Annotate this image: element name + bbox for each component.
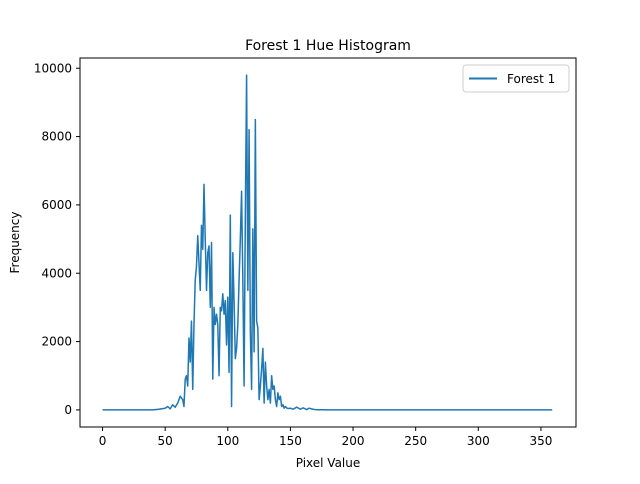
x-tick-label: 350 — [529, 434, 552, 448]
plot-frame — [79, 57, 577, 428]
legend-label-forest-1: Forest 1 — [507, 72, 555, 86]
x-tick-label: 0 — [99, 434, 107, 448]
y-axis-label: Frequency — [8, 212, 22, 274]
x-tick-label: 250 — [404, 434, 427, 448]
x-tick-label: 200 — [342, 434, 365, 448]
series-line-0 — [102, 74, 553, 411]
x-axis: 0 50 100 150 200 250 300 350 — [99, 427, 552, 448]
y-tick-label: 8000 — [41, 130, 72, 144]
x-tick-label: 100 — [216, 434, 239, 448]
x-axis-label: Pixel Value — [296, 456, 361, 470]
x-tick-label: 300 — [467, 434, 490, 448]
x-tick-label: 150 — [279, 434, 302, 448]
legend-box — [462, 64, 570, 93]
y-axis: 0 2000 4000 6000 8000 10000 — [34, 61, 80, 417]
x-tick-label: 50 — [158, 434, 173, 448]
chart-title: Forest 1 Hue Histogram — [245, 38, 411, 54]
legend: Forest 1 — [462, 64, 570, 93]
y-tick-label: 0 — [64, 403, 72, 417]
y-tick-label: 4000 — [41, 266, 72, 280]
y-tick-label: 2000 — [41, 335, 72, 349]
plot-area — [102, 74, 553, 411]
y-tick-label: 10000 — [34, 61, 72, 75]
y-tick-label: 6000 — [41, 198, 72, 212]
